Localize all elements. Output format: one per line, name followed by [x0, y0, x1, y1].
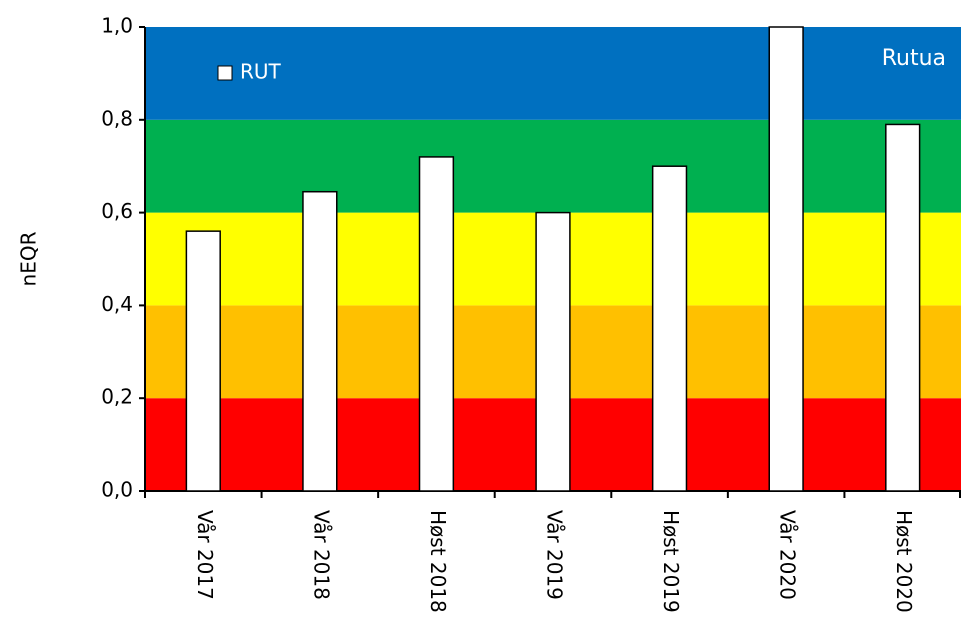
bar — [535, 211, 571, 492]
legend-label: RUT — [240, 60, 282, 84]
y-tick-label: 0,6 — [101, 199, 133, 223]
y-tick-label: 0,4 — [101, 292, 133, 316]
y-axis-label: nEQR — [17, 231, 41, 286]
x-tick-label: Høst 2018 — [426, 510, 450, 613]
x-tick-label: Vår 2018 — [309, 510, 333, 600]
bar — [768, 26, 804, 492]
x-tick-label: Høst 2020 — [892, 510, 916, 613]
x-tick-label: Vår 2019 — [543, 510, 567, 600]
y-tick-label: 0,2 — [101, 385, 133, 409]
bar — [651, 165, 688, 492]
bar — [418, 156, 455, 492]
legend-swatch — [217, 65, 233, 81]
x-tick-label: Vår 2020 — [776, 510, 800, 600]
y-tick-label: 0,0 — [101, 478, 133, 502]
quality-band — [145, 119, 961, 213]
x-tick-label: Vår 2017 — [193, 510, 217, 600]
annotation: Rutua — [882, 46, 946, 71]
bar — [185, 230, 221, 492]
quality-band — [145, 27, 961, 120]
x-tick-label: Høst 2019 — [659, 510, 683, 613]
bar — [885, 123, 921, 492]
y-tick-label: 1,0 — [101, 14, 133, 38]
bar — [302, 190, 338, 492]
y-tick-label: 0,8 — [101, 106, 133, 130]
